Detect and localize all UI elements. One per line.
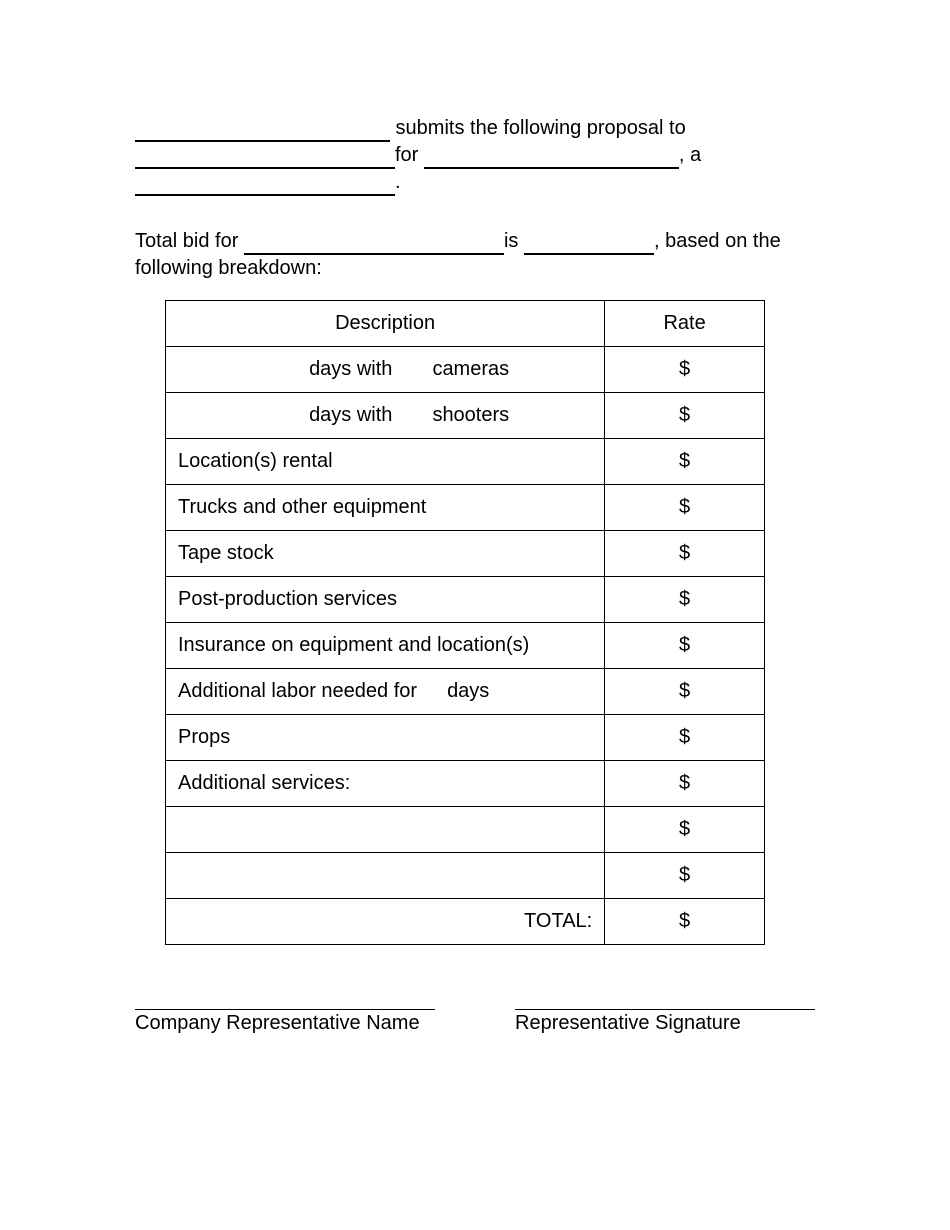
text-for: for [395,144,424,166]
desc-cell: Additional services: [166,761,605,807]
table-row: Props $ [166,715,765,761]
table-row: days with cameras $ [166,347,765,393]
desc-cell: Insurance on equipment and location(s) [166,623,605,669]
blank-project[interactable] [424,147,679,169]
bid-prefix: Total bid for [135,230,244,252]
table-row: Insurance on equipment and location(s) $ [166,623,765,669]
text-period: . [395,171,401,193]
intro-paragraph: submits the following proposal to for , … [135,115,815,196]
desc-cell: Trucks and other equipment [166,485,605,531]
desc-cell[interactable]: Additional labor needed for days [166,669,605,715]
text-days-with: days with [309,358,392,380]
table-row: days with shooters $ [166,393,765,439]
table-row: Post-production services $ [166,577,765,623]
blank-bid-amount[interactable] [524,233,654,255]
desc-cell: Tape stock [166,531,605,577]
sig-left: Company Representative Name [135,1009,435,1035]
blank-bid-scope[interactable] [244,233,504,255]
text-submits: submits the following proposal to [390,117,686,139]
rate-cell[interactable]: $ [605,347,765,393]
sig-line-name[interactable] [135,1009,435,1010]
desc-cell: Props [166,715,605,761]
text-labor-prefix: Additional labor needed for [178,680,417,702]
desc-cell: Location(s) rental [166,439,605,485]
rate-cell[interactable]: $ [605,393,765,439]
blank-type[interactable] [135,174,395,196]
table-total-row: TOTAL: $ [166,899,765,945]
table-row: Additional services: $ [166,761,765,807]
blank-submitter[interactable] [135,120,390,142]
bid-is: is [504,230,524,252]
bid-paragraph: Total bid for is , based on the followin… [135,228,815,282]
rate-cell[interactable]: $ [605,623,765,669]
rate-cell[interactable]: $ [605,761,765,807]
rate-cell[interactable]: $ [605,485,765,531]
desc-cell[interactable] [166,853,605,899]
text-shooters: shooters [432,404,509,426]
table-row: Trucks and other equipment $ [166,485,765,531]
rate-cell[interactable]: $ [605,531,765,577]
desc-cell[interactable]: days with shooters [166,393,605,439]
sig-label-name: Company Representative Name [135,1012,435,1035]
sig-right: Representative Signature [515,1009,815,1035]
rate-cell[interactable]: $ [605,715,765,761]
breakdown-table: Description Rate days with cameras $ days… [165,300,765,945]
blank-recipient[interactable] [135,147,395,169]
rate-cell[interactable]: $ [605,577,765,623]
desc-cell: Post-production services [166,577,605,623]
text-labor-suffix: days [447,680,489,702]
table-row: $ [166,853,765,899]
rate-cell[interactable]: $ [605,853,765,899]
desc-cell[interactable] [166,807,605,853]
sig-label-signature: Representative Signature [515,1012,815,1035]
total-label: TOTAL: [166,899,605,945]
rate-cell[interactable]: $ [605,669,765,715]
header-rate: Rate [605,301,765,347]
signatures: Company Representative Name Representati… [135,1009,815,1035]
text-days-with: days with [309,404,392,426]
table-row: Additional labor needed for days $ [166,669,765,715]
table-row: Tape stock $ [166,531,765,577]
table-row: Location(s) rental $ [166,439,765,485]
sig-line-signature[interactable] [515,1009,815,1010]
proposal-page: submits the following proposal to for , … [0,0,950,1230]
text-comma-a: , a [679,144,701,166]
table-header-row: Description Rate [166,301,765,347]
text-cameras: cameras [432,358,509,380]
rate-cell[interactable]: $ [605,807,765,853]
total-rate[interactable]: $ [605,899,765,945]
header-description: Description [166,301,605,347]
desc-cell[interactable]: days with cameras [166,347,605,393]
table-row: $ [166,807,765,853]
rate-cell[interactable]: $ [605,439,765,485]
